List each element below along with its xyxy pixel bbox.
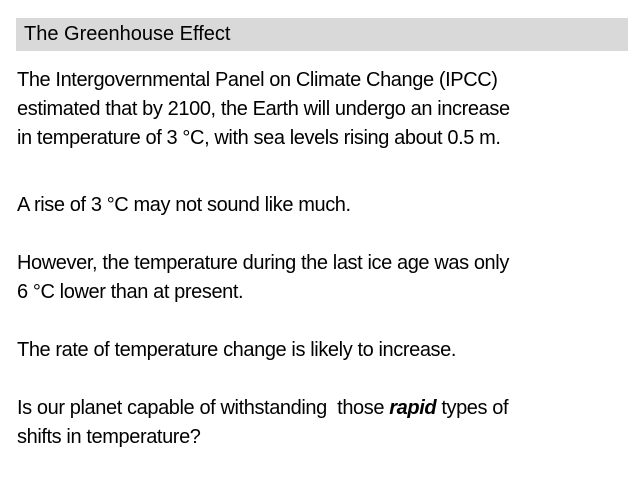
text-line: in temperature of 3 °C, with sea levels …	[17, 126, 501, 150]
text: 6 °C lower than at present.	[17, 281, 244, 303]
text-line: 6 °C lower than at present.	[17, 280, 244, 304]
text-line: estimated that by 2100, the Earth will u…	[17, 97, 510, 121]
emphasis: rapid	[389, 397, 437, 419]
text-line: Is our planet capable of withstanding th…	[17, 396, 509, 420]
text: The Intergovernmental Panel on Climate C…	[17, 69, 498, 91]
text: estimated that by 2100, the Earth will u…	[17, 98, 510, 120]
text-line: However, the temperature during the last…	[17, 251, 509, 275]
text-line: A rise of 3 °C may not sound like much.	[17, 193, 351, 217]
text: However, the temperature during the last…	[17, 252, 509, 274]
text: shifts in temperature?	[17, 426, 201, 448]
text: Is our planet capable of withstanding th…	[17, 397, 390, 419]
slide-title: The Greenhouse Effect	[24, 23, 231, 45]
text-line: The rate of temperature change is likely…	[17, 338, 456, 362]
text: in temperature of 3 °C, with sea levels …	[17, 127, 501, 149]
text: The rate of temperature change is likely…	[17, 339, 457, 361]
text: types of	[436, 397, 509, 419]
text-line: shifts in temperature?	[17, 425, 201, 449]
text: A rise of 3 °C may not sound like much.	[17, 194, 351, 216]
text-line: The Intergovernmental Panel on Climate C…	[17, 68, 498, 92]
title-bar: The Greenhouse Effect	[16, 18, 628, 51]
